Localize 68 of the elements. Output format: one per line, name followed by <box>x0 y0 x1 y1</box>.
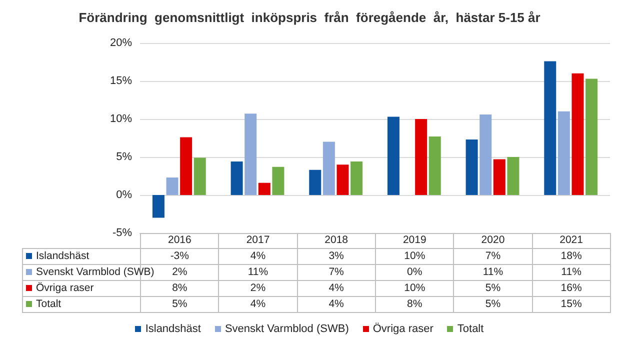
bar <box>336 164 349 195</box>
bar <box>544 61 556 195</box>
text: Övriga raser <box>372 323 434 335</box>
data-label: 3% <box>297 248 376 264</box>
legend-label: Övriga raser <box>36 282 94 294</box>
data-label: 15% <box>532 296 610 312</box>
bar <box>152 195 164 218</box>
y-tick-label: 20% <box>110 37 132 49</box>
bar <box>309 170 322 195</box>
chart-title: Förändring genomsnittligt inköpspris från föregående år, hästar 5-15 år <box>78 10 540 25</box>
bar <box>586 78 598 195</box>
data-label: 11% <box>218 264 298 280</box>
data-label: 5% <box>454 280 532 296</box>
data-label: 11% <box>454 264 532 280</box>
bar <box>230 162 243 195</box>
bar <box>166 178 178 195</box>
data-label: 8% <box>140 280 219 296</box>
data-label: 18% <box>532 248 610 264</box>
legend-label: Totalt <box>457 323 484 335</box>
data-label: 4% <box>218 296 298 312</box>
legend-label: Islandshäst <box>36 250 90 262</box>
bar <box>415 119 428 195</box>
data-label: 16% <box>532 280 610 296</box>
x-tick-label: 2017 <box>218 233 298 248</box>
bar <box>258 182 270 195</box>
x-tick-label: 2016 <box>140 233 219 248</box>
text: Svenskt Varmblod (SWB) <box>224 323 349 335</box>
data-label: 7% <box>454 248 532 264</box>
y-tick-label: 15% <box>110 75 132 87</box>
text: Islandshäst <box>145 323 201 335</box>
data-label: 4% <box>218 248 298 264</box>
y-tick-label: 10% <box>110 113 132 125</box>
data-label: 7% <box>297 264 376 280</box>
bar <box>466 140 478 195</box>
y-tick-label: -5% <box>112 227 132 239</box>
data-label: 8% <box>375 296 454 312</box>
data-label: 2% <box>218 280 298 296</box>
bar <box>272 166 284 195</box>
x-tick-label: 2019 <box>375 233 454 248</box>
x-tick-label: 2021 <box>532 233 610 248</box>
bar <box>350 162 363 195</box>
data-label: 0% <box>375 264 454 280</box>
data-label: 5% <box>454 296 532 312</box>
data-label: 11% <box>532 264 610 280</box>
legend-label: Svenskt Varmblod (SWB) <box>36 266 154 278</box>
bar <box>244 114 257 195</box>
data-label: 10% <box>375 280 454 296</box>
bar <box>194 158 206 195</box>
bar <box>180 137 192 195</box>
x-tick-label: 2018 <box>297 233 376 248</box>
bar <box>558 111 570 195</box>
text: Totalt <box>36 298 62 310</box>
bar <box>322 142 335 195</box>
data-label: 2% <box>172 266 188 278</box>
bar <box>493 159 506 195</box>
data-label: 5% <box>140 296 219 312</box>
bar <box>507 157 520 195</box>
data-label: 10% <box>375 248 454 264</box>
data-label: -3% <box>140 248 219 264</box>
x-tick-label: 2020 <box>454 233 532 248</box>
y-tick-label: 5% <box>116 151 132 163</box>
bar <box>480 114 492 195</box>
bar <box>428 136 441 195</box>
data-label: 4% <box>297 280 376 296</box>
bar <box>572 73 584 195</box>
data-label: 4% <box>297 296 376 312</box>
y-tick-label: 0% <box>116 189 132 201</box>
bar <box>387 116 400 195</box>
